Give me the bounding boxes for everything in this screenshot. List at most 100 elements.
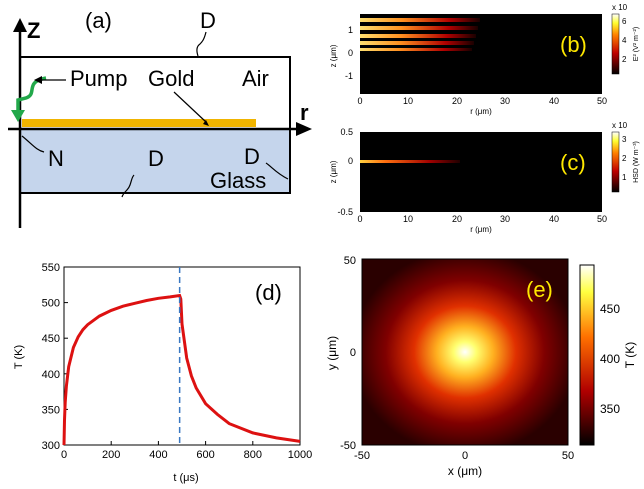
glass-region: [19, 128, 291, 194]
gold-film: [22, 119, 256, 127]
x-tick-label: 0: [61, 449, 67, 461]
panel-c-xtick: 40: [549, 214, 559, 224]
panel-e-xlabel: x (μm): [448, 464, 482, 478]
panel-e-svg: (e) 50 0 -50 y (μm) -50 0 50 x (μm) 450 …: [325, 255, 637, 478]
x-tick-label: 400: [149, 449, 167, 461]
x-tick-label: 200: [102, 449, 120, 461]
panel-c: 0.5 0 -0.5 z (μm) 0 10 20 30 40 50 r (μm…: [322, 118, 644, 248]
panel-d-ylabel: T (K): [13, 345, 25, 369]
panel-b-xlabel: r (μm): [470, 107, 492, 116]
r-axis-label: r: [300, 100, 309, 125]
glass-label: Glass: [210, 168, 266, 193]
panel-c-cbar-tick: 3: [622, 135, 627, 144]
panel-c-xtick: 20: [452, 214, 462, 224]
panel-c-xtick: 0: [357, 214, 362, 224]
y-tick-label: 500: [42, 298, 60, 310]
gold-leader-head: [203, 120, 209, 126]
d-right-leader: [265, 162, 289, 180]
panel-c-cbar-label: HSD (W m⁻³): [633, 141, 640, 183]
temperature-curve: [62, 293, 301, 446]
panel-a: Z (a) D Pump Gold Air r N D D Glass: [0, 0, 320, 240]
panel-c-xtick: 50: [597, 214, 607, 224]
panel-b-fringes: [360, 18, 480, 51]
pump-arrowhead: [11, 110, 25, 122]
panel-e-cbar-label: T (K): [623, 342, 637, 368]
y-tick-label: 450: [42, 333, 60, 345]
glass-left-d-label: D: [148, 146, 164, 171]
panel-d-axes: 0 200 400 600 800 1000 300 350 400 450 500 550: [42, 262, 313, 461]
panel-a-label: (a): [85, 8, 112, 33]
gold-leader: [173, 91, 207, 123]
pump-label: Pump: [70, 66, 127, 91]
panel-c-ytick: -0.5: [337, 207, 353, 217]
d-top-leader: [196, 31, 207, 57]
panel-c-cbar-tick: 1: [622, 173, 627, 182]
panel-b-ytick: -1: [345, 71, 353, 81]
panel-e-ytick: 0: [350, 347, 356, 359]
panel-c-label: (c): [560, 150, 586, 175]
panel-e-colorbar: [579, 264, 595, 446]
panel-b-cbar-label: E² (V² m⁻²): [633, 27, 640, 61]
panel-b-colorbar: [611, 13, 620, 75]
panel-b-ylabel: z (μm): [329, 44, 338, 67]
panel-b-xtick: 40: [549, 96, 559, 106]
panel-c-ytick: 0.5: [340, 127, 353, 137]
d-left-leader: [121, 174, 135, 198]
x-tick-label: 1000: [288, 449, 312, 461]
panel-b-ytick: 0: [348, 48, 353, 58]
y-tick-label: 300: [42, 440, 60, 452]
panel-c-ytick: 0: [348, 156, 353, 166]
panel-e-xtick: 50: [562, 450, 574, 462]
y-tick-label: 350: [42, 404, 60, 416]
x-tick-label: 600: [196, 449, 214, 461]
panel-c-cbar-exp: x 10: [612, 121, 628, 130]
panel-b-cbar-exp: x 10: [612, 3, 628, 12]
panel-e-ytick: 50: [344, 255, 356, 267]
panel-b-xtick: 10: [403, 96, 413, 106]
panel-b-svg: 1 0 -1 z (μm) 0 10 20 30 40 50 r (μm) (b…: [329, 3, 640, 116]
glass-right-d-label: D: [244, 144, 260, 169]
panel-e-plot: [361, 258, 569, 446]
panel-e-ytick: -50: [340, 440, 356, 452]
panel-c-cbar-tick: 2: [622, 154, 627, 163]
panel-b-ytick: 1: [348, 25, 353, 35]
y-tick-label: 550: [42, 262, 60, 274]
panel-d-xlabel: t (μs): [173, 472, 198, 484]
panel-d-label: (d): [255, 280, 282, 305]
y-tick-label: 400: [42, 369, 60, 381]
panel-c-xtick: 10: [403, 214, 413, 224]
schematic-svg: Z (a) D Pump Gold Air r N D D Glass: [8, 8, 312, 228]
panel-b-xtick: 50: [597, 96, 607, 106]
panel-b-xtick: 20: [452, 96, 462, 106]
top-boundary-label: D: [200, 8, 216, 33]
x-tick-label: 800: [244, 449, 262, 461]
panel-d: 0 200 400 600 800 1000 300 350 400 450 500 550 (d) …: [0, 255, 320, 484]
panel-e-cbar-tick: 400: [600, 352, 620, 366]
panel-b-xtick: 0: [357, 96, 362, 106]
panel-c-colorbar: [611, 131, 620, 193]
panel-e-cbar-tick: 350: [600, 402, 620, 416]
panel-c-svg: 0.5 0 -0.5 z (μm) 0 10 20 30 40 50 r (μm…: [329, 121, 640, 234]
panel-d-frame: [63, 266, 301, 446]
panel-b-cbar-tick: 4: [622, 36, 627, 45]
z-axis-label: Z: [27, 18, 40, 43]
r-axis-arrow: [296, 122, 312, 136]
panel-e-xtick: -50: [354, 450, 370, 462]
panel-e: (e) 50 0 -50 y (μm) -50 0 50 x (μm) 450 …: [322, 255, 644, 484]
panel-c-xlabel: r (μm): [470, 225, 492, 234]
panel-b: 1 0 -1 z (μm) 0 10 20 30 40 50 r (μm) (b…: [322, 0, 644, 120]
panel-e-label: (e): [526, 277, 553, 302]
n-boundary-label: N: [48, 146, 64, 171]
panel-e-ylabel: y (μm): [325, 336, 339, 370]
panel-e-cbar-tick: 450: [600, 302, 620, 316]
panel-b-cbar-tick: 6: [622, 17, 627, 26]
panel-c-hsd-line: [360, 160, 460, 163]
panel-c-xtick: 30: [500, 214, 510, 224]
panel-b-label: (b): [560, 32, 587, 57]
gold-label: Gold: [148, 66, 194, 91]
panel-b-xtick: 30: [500, 96, 510, 106]
z-axis-arrow: [13, 18, 27, 32]
panel-c-plot: [360, 132, 602, 212]
panel-c-ylabel: z (μm): [329, 160, 338, 183]
air-label: Air: [242, 66, 269, 91]
